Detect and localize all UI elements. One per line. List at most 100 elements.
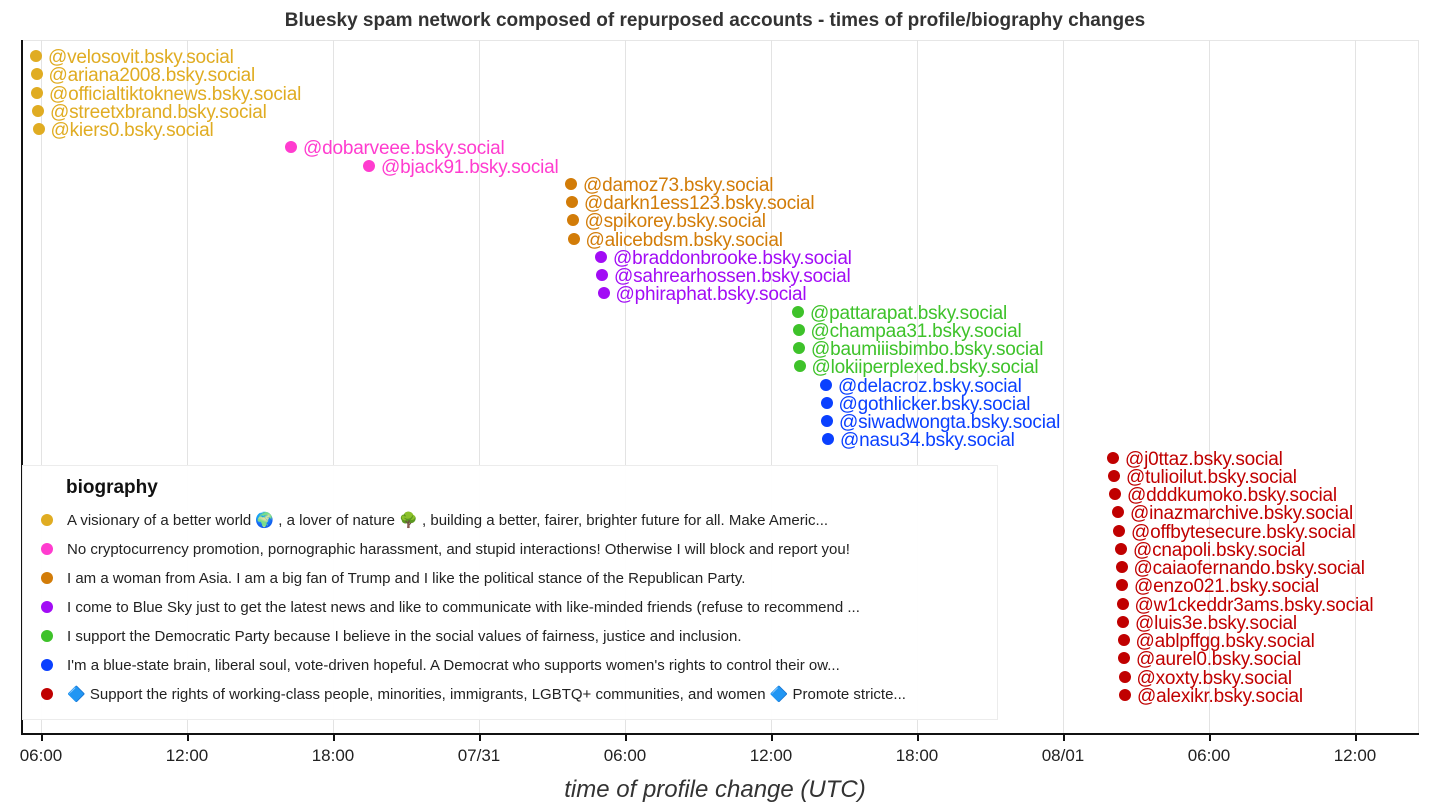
- data-point[interactable]: @braddonbrooke.bsky.social: [595, 249, 852, 268]
- data-point[interactable]: @alexikr.bsky.social: [1119, 685, 1303, 707]
- data-point[interactable]: @offbytesecure.bsky.social: [1113, 523, 1356, 542]
- gridline: [917, 40, 918, 733]
- point-label: @aurel0.bsky.social: [1136, 649, 1302, 671]
- x-tick-label: 18:00: [311, 746, 355, 765]
- data-point[interactable]: @ablpffgg.bsky.social: [1117, 632, 1315, 651]
- data-point[interactable]: @caiaofernando.bsky.social: [1115, 558, 1366, 579]
- data-point[interactable]: @tulioilut.bsky.social: [1108, 468, 1297, 487]
- data-point[interactable]: @enzo021.bsky.social: [1116, 576, 1319, 598]
- marker-dot-icon: [1115, 561, 1128, 573]
- data-point[interactable]: @siwadwongta.bsky.social: [821, 412, 1061, 433]
- data-point[interactable]: @alicebdsm.bsky.social: [567, 231, 783, 250]
- point-label: @nasu34.bsky.social: [840, 430, 1015, 452]
- x-axis-label: time of profile change (UTC): [564, 776, 866, 803]
- gridline: [41, 40, 42, 733]
- point-label: @champaa31.bsky.social: [810, 320, 1022, 342]
- data-point[interactable]: @dobarveee.bsky.social: [285, 139, 505, 158]
- marker-dot-icon: [1113, 524, 1125, 537]
- gridline: [771, 40, 772, 733]
- marker-dot-icon: [30, 68, 43, 81]
- point-label: @kiers0.bsky.social: [50, 120, 214, 141]
- data-point[interactable]: @lokiiperplexed.bsky.social: [793, 358, 1039, 377]
- legend-dot-icon: [41, 688, 53, 700]
- point-label: @alexikr.bsky.social: [1137, 685, 1303, 707]
- x-tick-label: 07/31: [457, 746, 501, 765]
- legend-entry[interactable]: A visionary of a better world 🌍 , a love…: [41, 511, 828, 531]
- legend-entry[interactable]: I support the Democratic Party because I…: [41, 627, 742, 647]
- marker-dot-icon: [1119, 688, 1131, 701]
- marker-dot-icon: [1116, 579, 1128, 592]
- marker-dot-icon: [793, 360, 806, 373]
- point-label: @siwadwongta.bsky.social: [839, 412, 1061, 433]
- x-tick: [1063, 733, 1065, 741]
- x-tick: [479, 733, 481, 741]
- data-point[interactable]: @darkn1ess123.bsky.social: [566, 194, 815, 213]
- point-label: @sahrearhossen.bsky.social: [614, 266, 851, 287]
- data-point[interactable]: @kiers0.bsky.social: [32, 120, 214, 141]
- marker-dot-icon: [792, 305, 804, 318]
- data-point[interactable]: @gothlicker.bsky.social: [820, 395, 1030, 414]
- point-label: @enzo021.bsky.social: [1134, 576, 1319, 598]
- legend-title: biography: [66, 477, 158, 498]
- marker-dot-icon: [597, 287, 610, 300]
- x-tick: [333, 733, 335, 741]
- data-point[interactable]: @spikorey.bsky.social: [566, 211, 766, 233]
- marker-dot-icon: [30, 50, 42, 62]
- data-point[interactable]: @phiraphat.bsky.social: [597, 284, 807, 306]
- marker-dot-icon: [1116, 597, 1129, 610]
- plot-area: [22, 40, 1419, 734]
- marker-dot-icon: [820, 378, 832, 391]
- marker-dot-icon: [1115, 542, 1127, 555]
- marker-dot-icon: [566, 196, 578, 208]
- x-tick-label: 06:00: [603, 746, 647, 765]
- marker-dot-icon: [363, 159, 375, 172]
- legend-entry[interactable]: I'm a blue-state brain, liberal soul, vo…: [41, 656, 840, 676]
- data-point[interactable]: @luis3e.bsky.social: [1117, 612, 1297, 634]
- data-point[interactable]: @sahrearhossen.bsky.social: [596, 266, 851, 287]
- data-point[interactable]: @aurel0.bsky.social: [1118, 649, 1302, 671]
- data-point[interactable]: @nasu34.bsky.social: [822, 430, 1015, 452]
- legend-entry[interactable]: I am a woman from Asia. I am a big fan o…: [41, 569, 745, 589]
- data-point[interactable]: @pattarapat.bsky.social: [792, 304, 1007, 323]
- point-label: @phiraphat.bsky.social: [615, 284, 807, 306]
- marker-dot-icon: [792, 323, 805, 336]
- marker-dot-icon: [31, 86, 43, 99]
- data-point[interactable]: @bjack91.bsky.social: [363, 158, 559, 177]
- marker-dot-icon: [793, 342, 805, 354]
- legend-label: 🔷 Support the rights of working-class pe…: [67, 686, 906, 703]
- marker-dot-icon: [285, 141, 297, 154]
- legend-entry[interactable]: No cryptocurrency promotion, pornographi…: [41, 540, 850, 560]
- data-point[interactable]: @xoxty.bsky.social: [1118, 669, 1292, 688]
- marker-dot-icon: [820, 396, 833, 409]
- point-label: @spikorey.bsky.social: [584, 211, 766, 233]
- point-label: @officialtiktoknews.bsky.social: [49, 83, 302, 105]
- data-point[interactable]: @streetxbrand.bsky.social: [32, 103, 267, 122]
- legend-entry[interactable]: 🔷 Support the rights of working-class pe…: [41, 685, 906, 705]
- data-point[interactable]: @velosovit.bsky.social: [30, 48, 234, 67]
- point-label: @luis3e.bsky.social: [1135, 612, 1297, 634]
- data-point[interactable]: @j0ttaz.bsky.social: [1107, 450, 1283, 469]
- data-point[interactable]: @officialtiktoknews.bsky.social: [31, 83, 302, 105]
- legend-entry[interactable]: I come to Blue Sky just to get the lates…: [41, 598, 860, 618]
- data-point[interactable]: @ariana2008.bsky.social: [30, 65, 256, 87]
- marker-dot-icon: [1117, 615, 1129, 628]
- data-point[interactable]: @baumiiisbimbo.bsky.social: [793, 340, 1044, 359]
- point-label: @inazmarchive.bsky.social: [1130, 503, 1354, 525]
- gridline: [333, 40, 334, 733]
- data-point[interactable]: @delacroz.bsky.social: [820, 375, 1022, 397]
- point-label: @delacroz.bsky.social: [838, 375, 1022, 397]
- data-point[interactable]: @damoz73.bsky.social: [565, 176, 773, 195]
- point-label: @caiaofernando.bsky.social: [1133, 558, 1366, 579]
- data-point[interactable]: @inazmarchive.bsky.social: [1112, 503, 1354, 525]
- x-tick-label: 12:00: [749, 746, 793, 765]
- data-point[interactable]: @cnapoli.bsky.social: [1115, 541, 1305, 560]
- gridline: [187, 40, 188, 733]
- data-point[interactable]: @dddkumoko.bsky.social: [1109, 486, 1337, 505]
- point-label: @ariana2008.bsky.social: [48, 65, 256, 87]
- data-point[interactable]: @champaa31.bsky.social: [792, 320, 1022, 342]
- marker-dot-icon: [595, 250, 607, 263]
- data-point[interactable]: @w1ckeddr3ams.bsky.social: [1116, 596, 1374, 615]
- marker-dot-icon: [1112, 506, 1124, 519]
- marker-dot-icon: [1108, 469, 1120, 482]
- legend-label: No cryptocurrency promotion, pornographi…: [67, 541, 850, 558]
